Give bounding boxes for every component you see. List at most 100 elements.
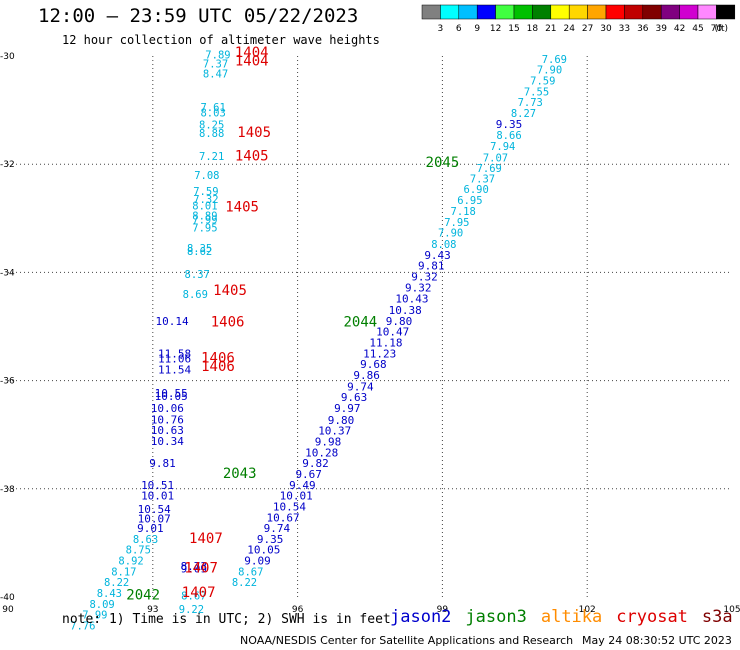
wave-height-point: 10.06 bbox=[151, 402, 184, 415]
colorbar-label: 21 bbox=[545, 24, 556, 34]
wave-height-point: 7.69 bbox=[542, 54, 567, 66]
pass-time-label: 1407 bbox=[189, 531, 223, 547]
colorbar-label: 3 bbox=[438, 24, 444, 34]
chart-subtitle: 12 hour collection of altimeter wave hei… bbox=[62, 33, 380, 47]
wave-height-point: 8.67 bbox=[181, 591, 206, 603]
satellite-legend: jason2 jason3 altika cryosat s3a bbox=[390, 607, 733, 627]
colorbar-swatch bbox=[716, 4, 736, 20]
pass-time-label: 1407 bbox=[182, 585, 216, 601]
pass-time-label: 1406 bbox=[211, 315, 245, 331]
wave-height-point: 9.32 bbox=[405, 281, 432, 294]
x-tick-label: 99 bbox=[437, 605, 449, 615]
x-tick-label: 90 bbox=[2, 605, 14, 615]
wave-height-point: 7.59 bbox=[193, 186, 218, 198]
y-tick-label: -34 bbox=[0, 268, 15, 278]
pass-time-label: 1406 bbox=[201, 351, 235, 367]
wave-height-point: 7.59 bbox=[530, 76, 555, 88]
wave-height-point: 7.94 bbox=[490, 141, 515, 153]
wave-height-point: 10.54 bbox=[138, 503, 171, 516]
wave-height-point: 8.27 bbox=[511, 108, 536, 120]
wave-height-point: 8.62 bbox=[187, 246, 212, 258]
wave-height-point: 7.18 bbox=[451, 206, 476, 218]
wave-height-point: 8.22 bbox=[104, 577, 129, 589]
wave-height-point: 9.74 bbox=[264, 522, 291, 535]
wave-height-point: 8.25 bbox=[199, 119, 224, 131]
wave-height-point: 11.23 bbox=[363, 347, 396, 360]
wave-height-point: 9.74 bbox=[347, 380, 374, 393]
wave-height-point: 9.98 bbox=[315, 436, 342, 449]
wave-height-point: 11.18 bbox=[369, 337, 402, 350]
wave-height-point: 7.07 bbox=[483, 152, 508, 164]
wave-height-point: 8.88 bbox=[199, 128, 224, 140]
wave-height-point: 8.89 bbox=[192, 210, 217, 222]
tick-labels: 90 93 96 99 102 105 -30 -32 -34 -36 -38 -40 bbox=[0, 52, 740, 615]
y-tick-label: -30 bbox=[0, 52, 15, 62]
wave-height-point: 10.51 bbox=[141, 479, 174, 492]
wave-height-point: 10.63 bbox=[151, 424, 184, 437]
colorbar-label: 42 bbox=[674, 24, 685, 34]
colorbar-label: 36 bbox=[637, 24, 649, 34]
wave-height-point: 8.67 bbox=[238, 566, 263, 578]
colorbar-swatch bbox=[421, 4, 441, 20]
wave-height-point: 9.68 bbox=[360, 358, 387, 371]
legend-jason2: jason2 bbox=[390, 607, 452, 627]
wave-height-point: 8.69 bbox=[183, 289, 208, 301]
wave-height-point: 9.81 bbox=[149, 457, 176, 470]
wave-height-point: 7.95 bbox=[444, 217, 469, 229]
y-tick-label: -32 bbox=[0, 160, 15, 170]
wave-height-point: 7.37 bbox=[203, 58, 228, 70]
wave-height-point: 8.47 bbox=[203, 69, 228, 81]
wave-height-point: 8.17 bbox=[111, 566, 136, 578]
wave-height-point: 7.73 bbox=[518, 97, 543, 109]
colorbar-label: 27 bbox=[582, 24, 593, 34]
y-tick-label: -36 bbox=[0, 377, 15, 387]
pass-time-label: 1404 bbox=[235, 45, 269, 61]
wave-height-point: 10.38 bbox=[389, 304, 422, 317]
colorbar-label: 15 bbox=[508, 24, 519, 34]
colorbar-label: 33 bbox=[619, 24, 630, 34]
colorbar-label: 45 bbox=[692, 24, 703, 34]
wave-height-point: 9.35 bbox=[257, 533, 284, 546]
wave-height-point: 9.82 bbox=[302, 457, 329, 470]
wave-height-point: 9.09 bbox=[244, 555, 271, 568]
wave-height-point: 10.07 bbox=[138, 512, 171, 525]
wave-height-point: 7.76 bbox=[70, 620, 95, 632]
wave-height-point: 8.22 bbox=[232, 577, 257, 589]
wave-height-point: 10.55 bbox=[155, 387, 188, 400]
wave-height-point: 10.76 bbox=[151, 413, 184, 426]
wave-height-point: 9.97 bbox=[334, 402, 361, 415]
wave-height-point: 10.34 bbox=[151, 435, 184, 448]
x-tick-label: 105 bbox=[723, 605, 740, 615]
wave-height-point: 10.28 bbox=[305, 446, 338, 459]
wave-height-point: 9.67 bbox=[295, 468, 322, 481]
wave-height-point: 7.99 bbox=[192, 215, 217, 227]
wave-height-point: 10.05 bbox=[247, 544, 280, 557]
wave-height-point: 8.73 bbox=[181, 560, 208, 573]
pass-time-label: 1405 bbox=[225, 199, 259, 215]
legend-altika: altika bbox=[540, 607, 603, 627]
wave-height-point: 6.95 bbox=[457, 195, 482, 207]
colorbar-unit: (ft) bbox=[714, 24, 728, 34]
colorbar-swatch bbox=[532, 4, 552, 20]
wave-height-point: 6.90 bbox=[464, 184, 489, 196]
pass-time-label: 1405 bbox=[235, 148, 269, 164]
wave-height-point: 8.37 bbox=[185, 269, 210, 281]
wave-height-point: 8.75 bbox=[126, 545, 151, 557]
wave-height-point: 9.49 bbox=[289, 479, 316, 492]
pass-track-label: 2043 bbox=[223, 466, 257, 482]
colorbar: 3 6 9 12 15 18 21 24 27 30 33 36 39 42 45 70(ft) bbox=[421, 4, 736, 34]
wave-height-point: 7.37 bbox=[470, 174, 495, 186]
wave-height-point: 10.67 bbox=[267, 511, 300, 524]
wave-height-point: 10.01 bbox=[280, 490, 313, 503]
wave-height-point: 9.22 bbox=[179, 604, 204, 616]
wave-height-point: 7.55 bbox=[524, 86, 549, 98]
wave-height-point: 8.92 bbox=[118, 556, 143, 568]
wave-height-point: 7.95 bbox=[192, 222, 217, 234]
y-tick-label: -38 bbox=[0, 485, 15, 495]
colorbar-swatch bbox=[679, 4, 699, 20]
colorbar-label: 24 bbox=[563, 24, 575, 34]
wave-height-point: 11.06 bbox=[158, 353, 191, 366]
colorbar-swatch bbox=[440, 4, 460, 20]
colorbar-swatch bbox=[458, 4, 478, 20]
